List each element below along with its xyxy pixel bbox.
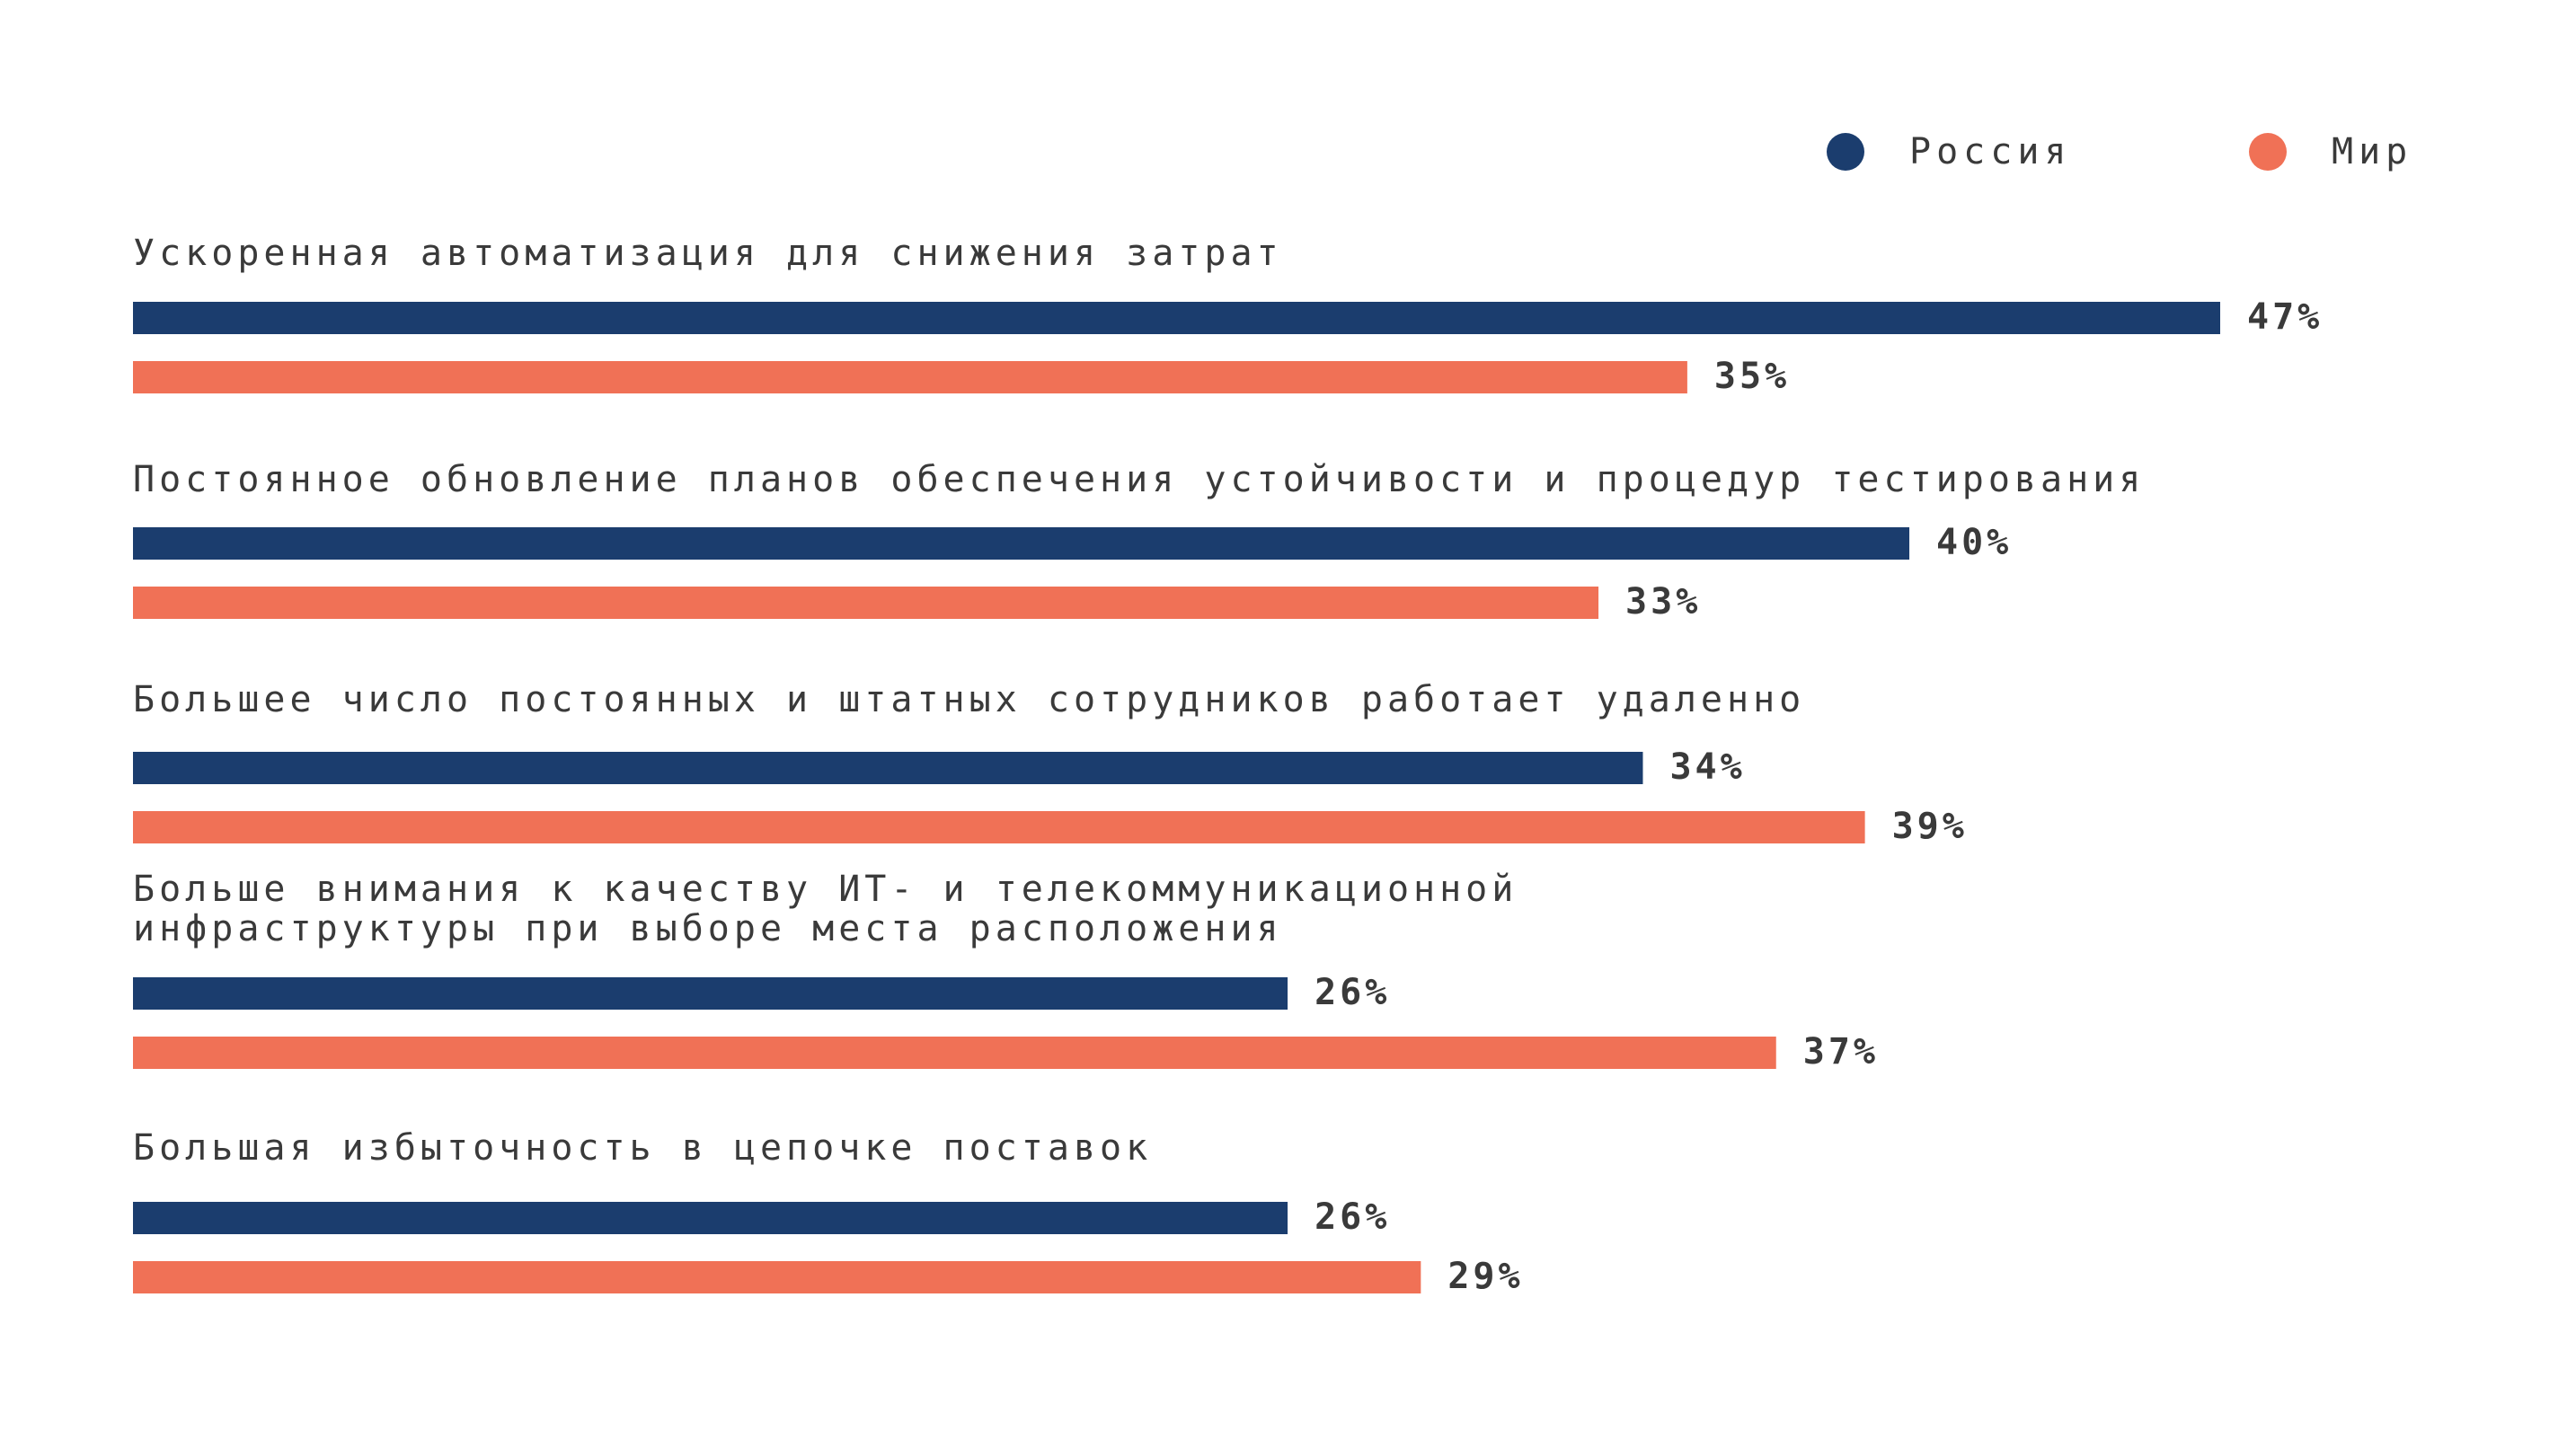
value-label-world-remote-staff: 39% [1892,806,1968,847]
value-label-russia-resilience-plans: 40% [1936,522,2012,563]
legend-marker-world [2249,133,2287,171]
legend-label-world: Мир [2332,131,2413,172]
value-label-russia-remote-staff: 34% [1669,746,1745,788]
value-label-world-it-infrastructure: 37% [1803,1031,1879,1072]
category-label-automation: Ускоренная автоматизация для снижения за… [133,233,1283,274]
bar-world-automation [133,361,1687,393]
value-label-russia-it-infrastructure: 26% [1315,972,1390,1013]
bar-world-supply-chain [133,1261,1421,1293]
category-label-remote-staff: Большее число постоянных и штатных сотру… [133,679,1806,720]
category-label-supply-chain: Большая избыточность в цепочке поставок [133,1127,1153,1169]
category-label-it-infrastructure: Больше внимания к качеству ИТ- и телеком… [133,869,1518,949]
value-label-russia-supply-chain: 26% [1315,1196,1390,1238]
legend-marker-russia [1827,133,1864,171]
value-label-russia-automation: 47% [2247,296,2323,338]
bar-russia-automation [133,302,2220,334]
bar-russia-remote-staff [133,752,1643,784]
value-label-world-resilience-plans: 33% [1625,581,1701,622]
bar-russia-supply-chain [133,1202,1288,1234]
value-label-world-supply-chain: 29% [1447,1256,1523,1297]
category-label-resilience-plans: Постоянное обновление планов обеспечения… [133,459,2146,500]
legend-item-russia: Россия [1827,126,2072,178]
bar-russia-resilience-plans [133,527,1910,560]
legend-label-russia: Россия [1909,131,2072,172]
value-label-world-automation: 35% [1714,356,1790,397]
legend-item-world: Мир [2249,126,2412,178]
bar-russia-it-infrastructure [133,977,1288,1010]
bar-world-remote-staff [133,811,1865,843]
bar-world-resilience-plans [133,587,1599,619]
bar-world-it-infrastructure [133,1037,1776,1069]
